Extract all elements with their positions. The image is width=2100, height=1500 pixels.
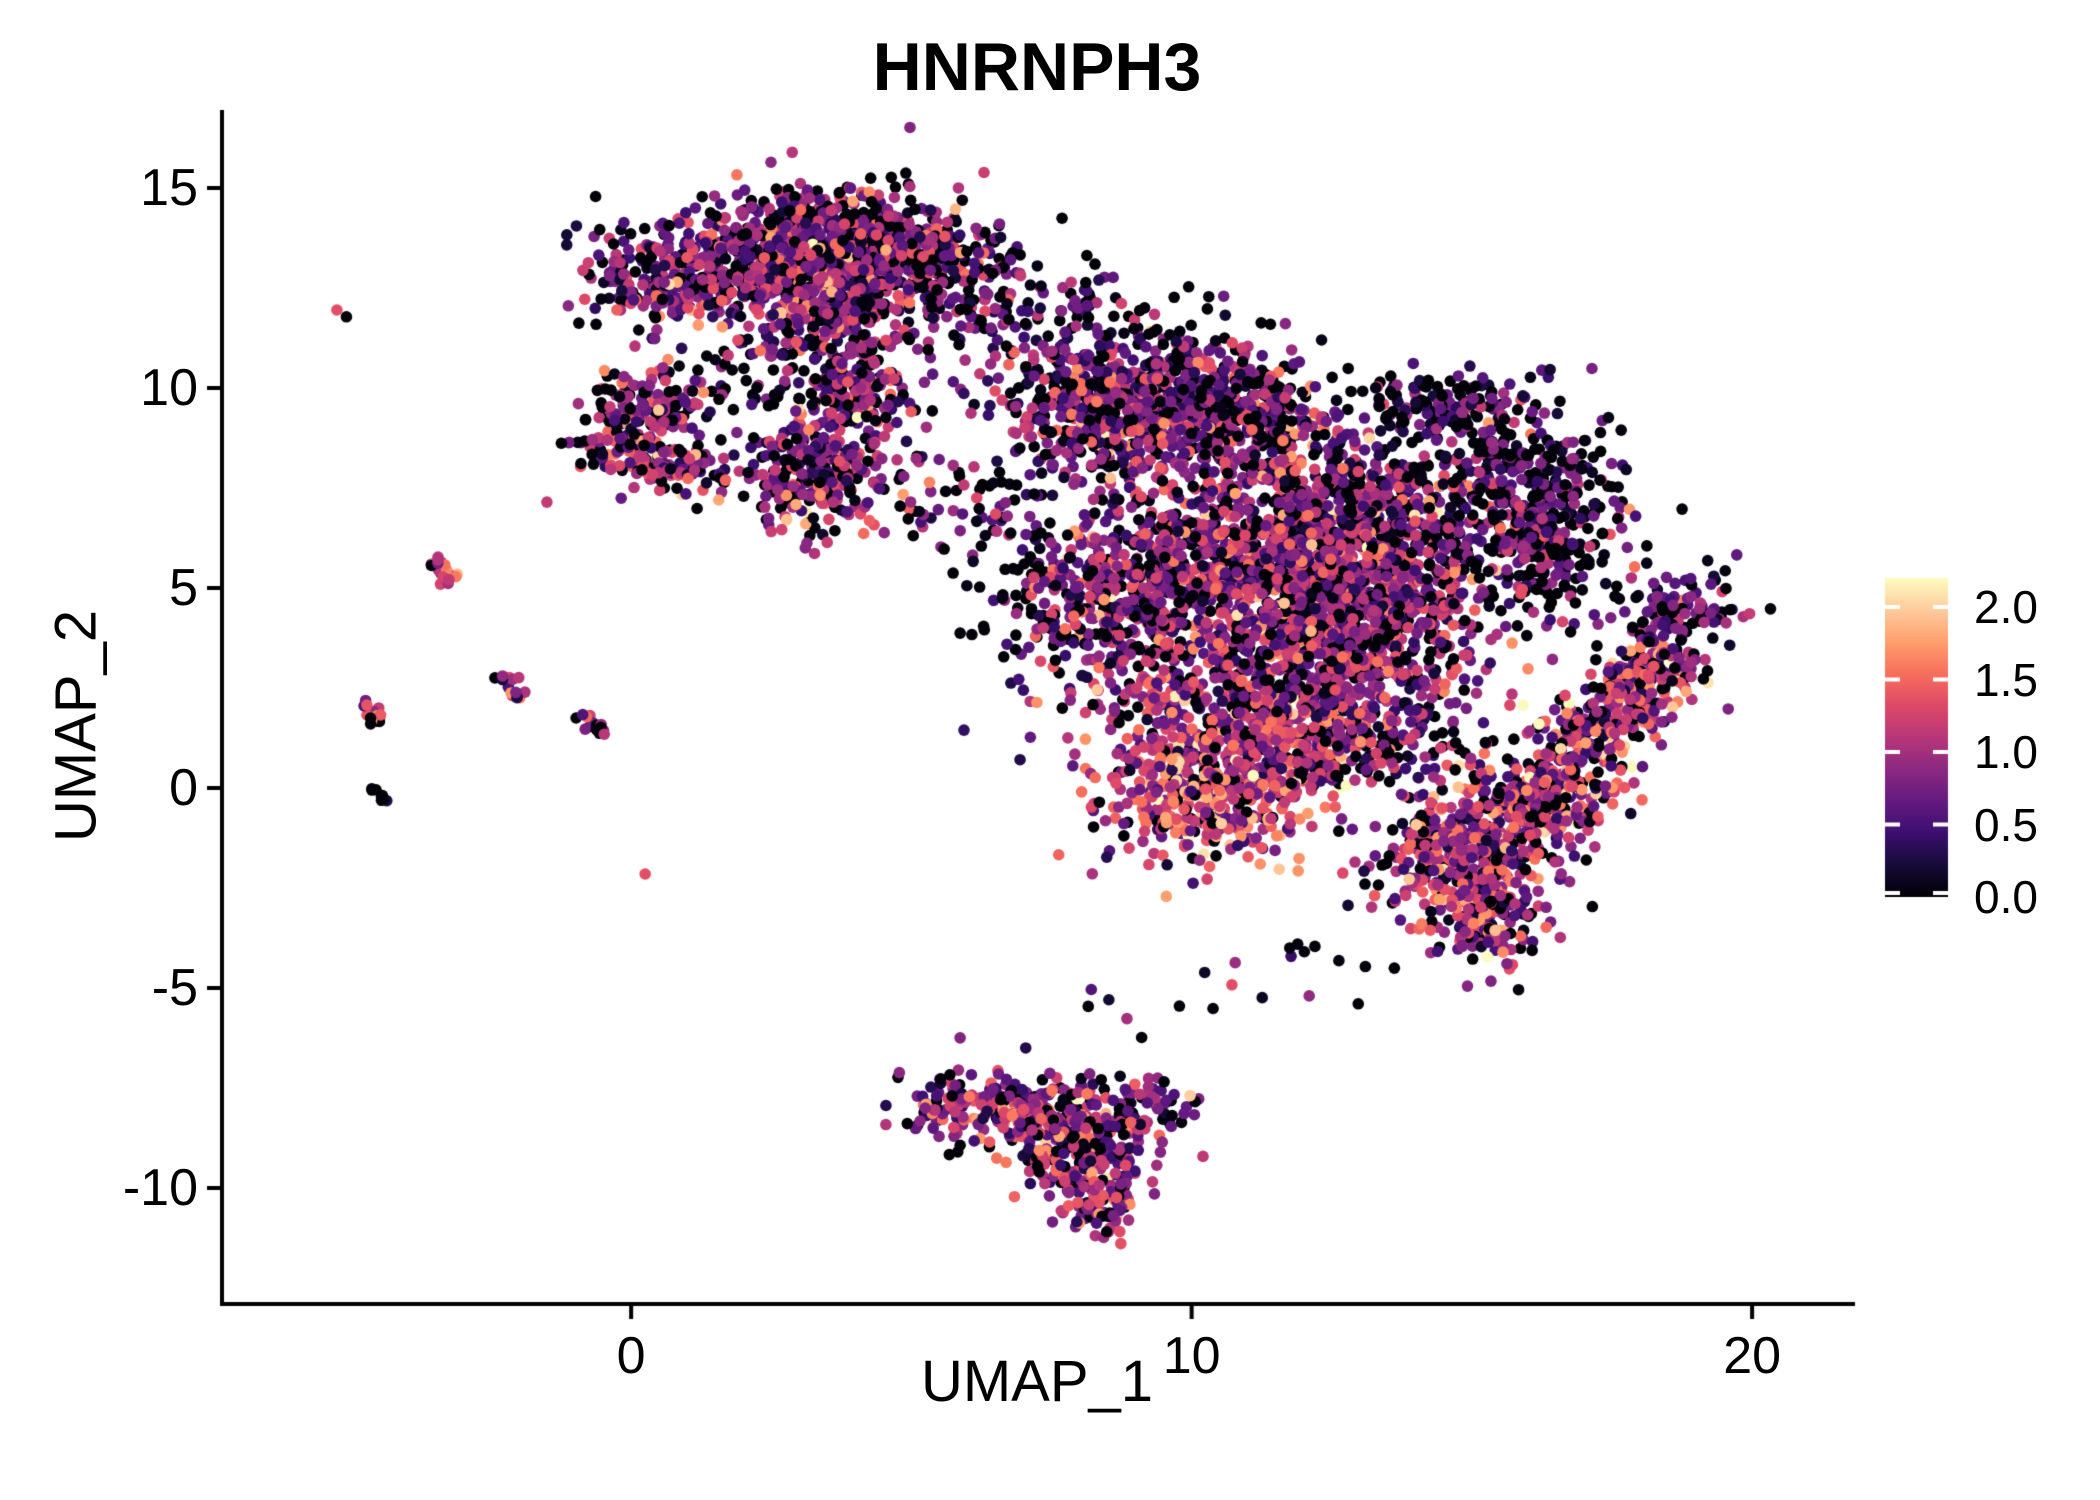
x-tick-label-20: 20 (1723, 1327, 1782, 1385)
colorbar-label-0.5: 0.5 (1974, 798, 2038, 851)
colorbar-label-0.0: 0.0 (1974, 871, 2038, 923)
y-tick-label-5: 5 (169, 559, 198, 617)
y-tick-label-0: 0 (169, 759, 198, 817)
plot-title: HNRNPH3 (872, 29, 1202, 105)
y-tick-label-15: 15 (140, 159, 198, 217)
x-tick-label-10: 10 (1162, 1327, 1221, 1385)
colorbar-label-2.0: 2.0 (1974, 581, 2038, 633)
colorbar-label-1.5: 1.5 (1974, 653, 2038, 706)
y-tick-label-10: 10 (140, 359, 198, 417)
y-tick-label-n10: -10 (122, 1159, 198, 1217)
y-axis-label: UMAP_2 (43, 609, 109, 843)
x-tick-label-0: 0 (616, 1327, 646, 1385)
y-tick-label-n5: -5 (151, 959, 198, 1017)
x-axis-label: UMAP_1 (920, 1349, 1154, 1414)
colorbar-label-1.0: 1.0 (1974, 726, 2038, 778)
